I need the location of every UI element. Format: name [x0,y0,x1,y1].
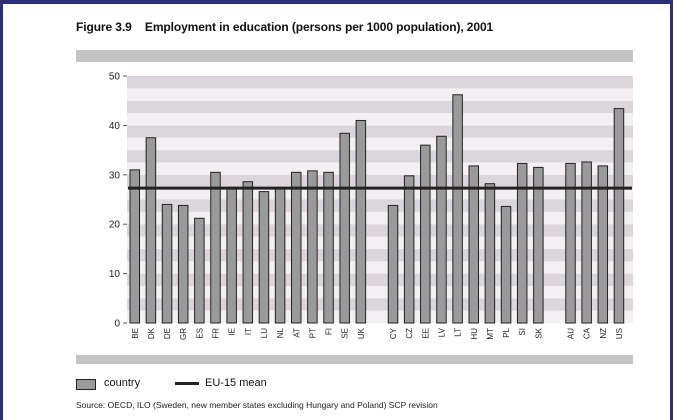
x-tick-label: AT [292,328,301,338]
grid-band [127,174,633,188]
bar [307,170,318,324]
grid-band [127,150,633,163]
bar [403,175,415,324]
figure-number: Figure 3.9 [76,20,132,34]
bar [355,119,367,324]
y-tick-label: 40 [109,121,121,132]
grid-band [127,125,633,138]
x-tick-label: PT [308,328,317,338]
x-tick-label: IE [228,328,237,336]
bar [581,161,592,324]
legend-bar-swatch [76,379,96,390]
x-tick-label: PL [502,327,511,337]
x-tick-label: EE [421,328,430,339]
bar [161,203,173,324]
bar [597,165,609,324]
x-tick-label: FI [325,328,334,335]
bar [500,205,512,324]
chart-footer-bar [76,355,633,364]
x-tick-label: SI [518,328,527,336]
x-tick-label: NL [276,327,285,338]
y-tick-label: 20 [109,220,121,231]
bar [129,169,140,324]
x-tick-label: SK [534,327,543,338]
x-tick-label: UK [357,327,366,339]
bar [226,188,237,324]
chart-header-bar [76,50,633,62]
x-tick-label: LU [260,328,269,338]
frame-left-border [0,0,3,420]
bar [613,108,625,324]
legend-bar-label: country [104,377,141,389]
bar [533,166,544,324]
x-tick-label: HU [470,328,479,340]
grid-band [127,100,633,114]
y-tick-label: 50 [109,72,121,83]
x-tick-label: ES [195,328,204,339]
bar [291,171,302,324]
x-tick-label: DK [147,327,156,339]
bar [565,162,576,324]
bar [194,217,205,324]
x-tick-label: LV [437,327,446,337]
bar [145,137,157,324]
bar [274,188,286,324]
grid-band [127,187,633,200]
grid-band [127,76,633,89]
legend-line-swatch [175,382,199,385]
legend-line-label: EU-15 mean [205,377,267,389]
bar [484,183,496,324]
bar [387,204,399,324]
x-tick-label: BE [131,328,140,339]
bar [177,204,189,324]
bar [468,165,479,324]
x-tick-label: US [615,328,624,339]
bar [323,171,334,324]
x-tick-label: CZ [405,328,414,339]
bar [210,171,221,324]
x-tick-label: DE [163,328,172,339]
x-tick-label: FR [212,328,221,339]
frame-right-border [670,0,673,420]
x-tick-label: IT [244,328,253,335]
x-tick-label: SE [341,328,350,339]
bar [452,94,463,324]
x-tick-label: AU [567,328,576,339]
grid-band [127,137,633,151]
bar [242,181,254,324]
x-tick-label: CA [583,327,592,339]
bar [258,191,270,324]
source-note: Source: OECD, ILO (Sweden, new member st… [76,400,438,410]
y-tick-label: 10 [109,269,121,280]
grid-band [127,199,633,212]
bar [436,135,447,324]
x-tick-label: GR [179,328,188,340]
grid-band [127,88,633,101]
bar [339,132,350,324]
x-tick-label: NZ [599,328,608,339]
bar [420,144,431,324]
bar [516,162,528,324]
y-tick-label: 30 [109,170,121,181]
figure-title-text: Employment in education (persons per 100… [144,20,494,34]
x-tick-label: LT [454,328,463,337]
grid-band [127,113,633,126]
y-tick-label: 0 [114,319,120,330]
frame-top-border [0,0,673,4]
figure-title: Figure 3.9 Employment in education (pers… [76,20,493,34]
grid-band [127,162,633,175]
x-tick-label: MT [486,328,495,340]
x-tick-label: CY [389,327,398,339]
